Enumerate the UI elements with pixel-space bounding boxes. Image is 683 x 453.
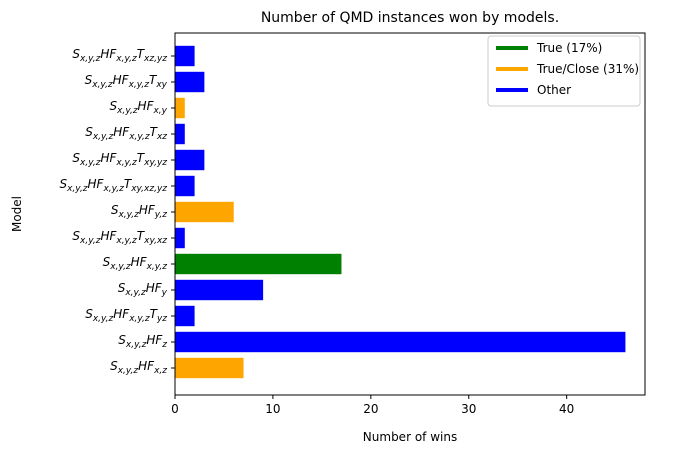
bar-8: [175, 253, 342, 275]
y-tick-label-6: Sx,y,zHFy,z: [111, 203, 167, 220]
x-tick-label-3: 30: [461, 402, 476, 416]
bar-4: [175, 149, 205, 171]
x-tick-label-1: 10: [265, 402, 280, 416]
x-axis-ticks: 0 10 20 30 40: [171, 395, 574, 416]
bar-7: [175, 227, 185, 249]
bar-10: [175, 305, 195, 327]
legend-label-2: Other: [537, 83, 571, 97]
y-tick-label-0: Sx,y,zHFx,y,zTxz,yz: [72, 47, 167, 64]
x-tick-label-0: 0: [171, 402, 179, 416]
plot-frame: [174, 32, 646, 396]
y-tick-label-11: Sx,y,zHFz: [118, 333, 167, 350]
bar-9: [175, 279, 264, 301]
bar-5: [175, 175, 195, 197]
y-tick-label-5: Sx,y,zHFx,y,zTxy,xz,yz: [60, 177, 168, 194]
bar-6: [175, 201, 234, 223]
y-tick-label-7: Sx,y,zHFx,y,zTxy,xz: [72, 229, 167, 246]
x-tick-label-4: 40: [559, 402, 574, 416]
chart-title: Number of QMD instances won by models.: [261, 10, 559, 26]
x-axis-label: Number of wins: [363, 430, 457, 444]
bar-0: [175, 45, 195, 67]
legend-label-0: True (17%): [536, 41, 602, 55]
y-tick-label-4: Sx,y,zHFx,y,zTxy,yz: [72, 151, 167, 168]
bar-12: [175, 357, 244, 379]
x-tick-label-2: 20: [363, 402, 378, 416]
bar-2: [175, 97, 185, 119]
y-tick-label-10: Sx,y,zHFx,y,zTyz: [85, 307, 167, 324]
y-tick-label-12: Sx,y,zHFx,z: [110, 359, 167, 376]
bar-1: [175, 71, 205, 93]
bars-group: [175, 45, 626, 379]
y-tick-label-2: Sx,y,zHFx,y: [110, 99, 168, 116]
legend-label-1: True/Close (31%): [536, 62, 639, 76]
y-tick-label-8: Sx,y,zHFx,y,z: [103, 255, 168, 272]
y-axis-category-labels: Sx,y,zHFx,y,zTxz,yz Sx,y,zHFx,y,zTxy Sx,y,…: [60, 47, 175, 376]
bar-3: [175, 123, 185, 145]
y-tick-label-9: Sx,y,zHFy: [118, 281, 168, 298]
legend: True (17%) True/Close (31%) Other: [487, 35, 641, 107]
y-axis-label: Model: [10, 196, 24, 232]
bar-11: [175, 331, 626, 353]
y-tick-label-3: Sx,y,zHFx,y,zTxz: [85, 125, 167, 142]
y-tick-label-1: Sx,y,zHFx,y,zTxy: [85, 73, 168, 90]
